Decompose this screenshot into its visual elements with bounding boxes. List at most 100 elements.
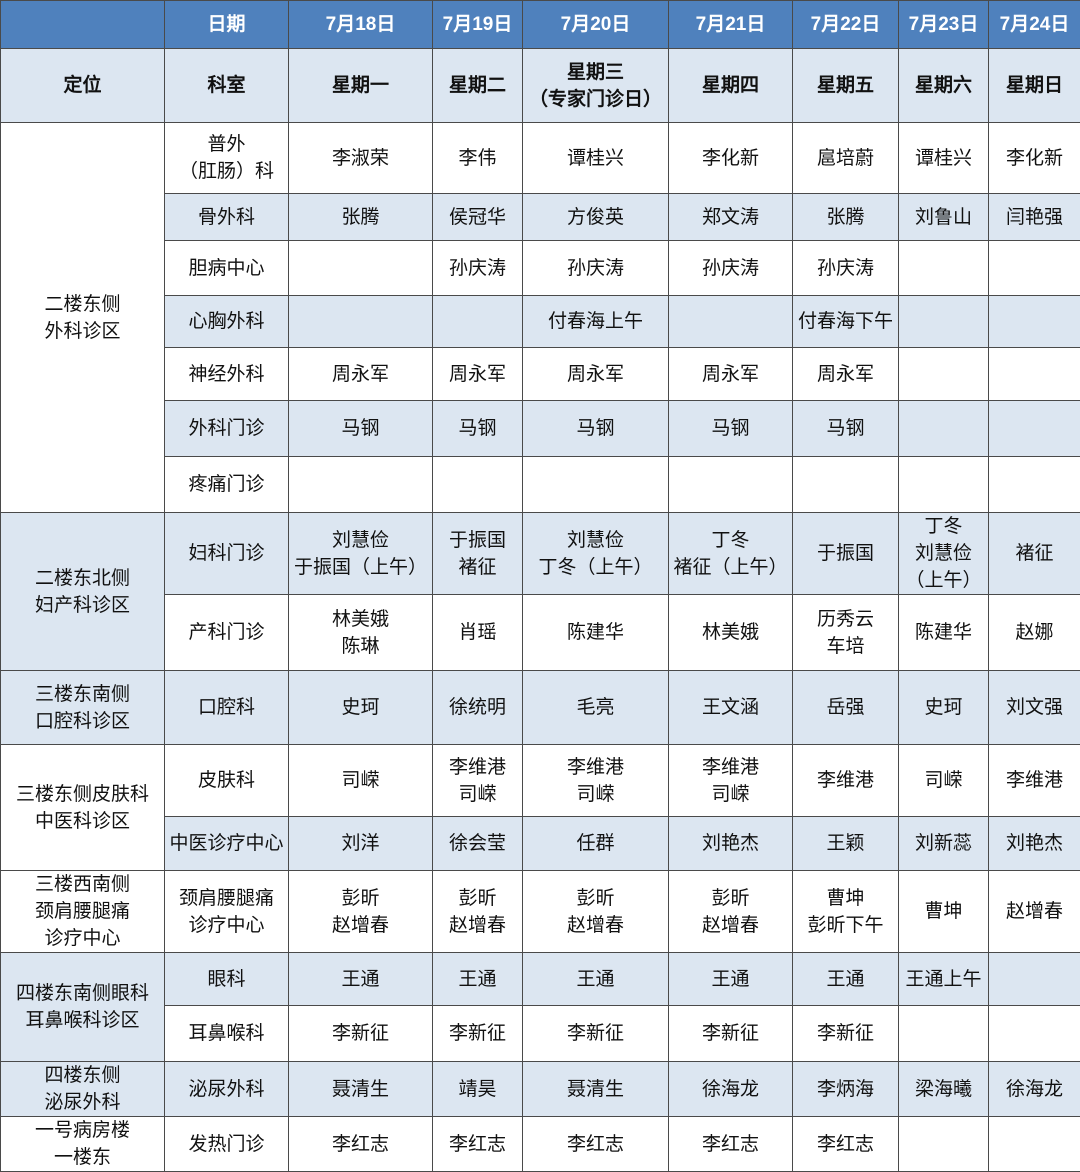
doctor-cell [989,457,1080,513]
doctor-cell: 聂清生 [523,1062,669,1117]
doctor-cell: 李红志 [523,1117,669,1172]
doctor-cell: 司嵘 [899,745,989,817]
doctor-cell: 周永军 [669,348,793,401]
doctor-cell: 马钢 [793,401,899,457]
weekday-cell: 星期二 [433,49,523,123]
doctor-cell: 张腾 [289,194,433,241]
date-cell: 7月21日 [669,1,793,49]
doctor-cell: 周永军 [289,348,433,401]
location-cell: 四楼东南侧眼科 耳鼻喉科诊区 [1,953,165,1062]
doctor-cell: 周永军 [793,348,899,401]
doctor-cell: 徐会莹 [433,817,523,871]
doctor-cell [989,401,1080,457]
doctor-cell: 张腾 [793,194,899,241]
doctor-cell: 赵娜 [989,595,1080,671]
doctor-cell: 李维港 司嵘 [433,745,523,817]
doctor-cell: 李新征 [523,1006,669,1062]
doctor-cell: 刘新蕊 [899,817,989,871]
doctor-cell: 李新征 [433,1006,523,1062]
doctor-cell [989,1006,1080,1062]
doctor-cell: 郑文涛 [669,194,793,241]
doctor-cell: 李炳海 [793,1062,899,1117]
doctor-cell: 李红志 [289,1117,433,1172]
location-cell: 二楼东北侧 妇产科诊区 [1,513,165,671]
doctor-cell [523,457,669,513]
location-cell: 一号病房楼 一楼东 [1,1117,165,1172]
doctor-cell: 于振国 褚征 [433,513,523,595]
doctor-cell [289,241,433,296]
department-cell: 产科门诊 [165,595,289,671]
doctor-cell: 孙庆涛 [669,241,793,296]
schedule-row: 三楼东侧皮肤科 中医科诊区皮肤科司嵘李维港 司嵘李维港 司嵘李维港 司嵘李维港司… [1,745,1080,817]
location-cell: 三楼东侧皮肤科 中医科诊区 [1,745,165,871]
doctor-cell: 付春海上午 [523,296,669,348]
date-header-row: 日期 7月18日 7月19日 7月20日 7月21日 7月22日 7月23日 7… [1,1,1080,49]
location-cell: 三楼西南侧 颈肩腰腿痛 诊疗中心 [1,871,165,953]
doctor-cell [989,348,1080,401]
doctor-cell: 曹坤 [899,871,989,953]
doctor-cell: 侯冠华 [433,194,523,241]
doctor-cell: 刘洋 [289,817,433,871]
doctor-cell [669,296,793,348]
doctor-cell: 闫艳强 [989,194,1080,241]
doctor-cell: 司嵘 [289,745,433,817]
date-label: 日期 [165,1,289,49]
department-cell: 泌尿外科 [165,1062,289,1117]
department-cell: 妇科门诊 [165,513,289,595]
date-cell: 7月20日 [523,1,669,49]
doctor-cell: 马钢 [669,401,793,457]
doctor-cell: 谭桂兴 [899,123,989,194]
weekday-cell: 星期三 （专家门诊日） [523,49,669,123]
doctor-cell: 林美娥 [669,595,793,671]
doctor-cell [989,241,1080,296]
doctor-cell: 马钢 [289,401,433,457]
schedule-row: 一号病房楼 一楼东发热门诊李红志李红志李红志李红志李红志 [1,1117,1080,1172]
doctor-cell: 周永军 [523,348,669,401]
doctor-cell: 林美娥 陈琳 [289,595,433,671]
schedule-row: 三楼东南侧 口腔科诊区口腔科史珂徐统明毛亮王文涵岳强史珂刘文强 [1,671,1080,745]
doctor-cell [989,953,1080,1006]
weekday-cell: 星期四 [669,49,793,123]
doctor-cell: 王通 [793,953,899,1006]
doctor-cell: 李化新 [669,123,793,194]
doctor-cell: 李红志 [793,1117,899,1172]
department-cell: 眼科 [165,953,289,1006]
doctor-cell: 彭昕 赵增春 [523,871,669,953]
location-label: 定位 [1,49,165,123]
date-cell: 7月18日 [289,1,433,49]
location-cell: 三楼东南侧 口腔科诊区 [1,671,165,745]
doctor-cell: 马钢 [433,401,523,457]
doctor-cell: 李维港 [989,745,1080,817]
doctor-cell: 丁冬 刘慧俭 （上午） [899,513,989,595]
doctor-cell [433,296,523,348]
date-cell: 7月23日 [899,1,989,49]
location-cell: 二楼东侧 外科诊区 [1,123,165,513]
doctor-cell [989,1117,1080,1172]
doctor-cell: 王文涵 [669,671,793,745]
doctor-cell: 任群 [523,817,669,871]
date-cell: 7月19日 [433,1,523,49]
doctor-cell: 毛亮 [523,671,669,745]
weekday-header-row: 定位 科室 星期一 星期二 星期三 （专家门诊日） 星期四 星期五 星期六 星期… [1,49,1080,123]
doctor-cell: 于振国 [793,513,899,595]
doctor-cell: 扈培蔚 [793,123,899,194]
doctor-cell: 徐海龙 [669,1062,793,1117]
weekday-cell: 星期一 [289,49,433,123]
doctor-cell: 刘慧俭 丁冬（上午） [523,513,669,595]
doctor-cell: 谭桂兴 [523,123,669,194]
doctor-cell: 王通 [523,953,669,1006]
department-cell: 口腔科 [165,671,289,745]
department-cell: 神经外科 [165,348,289,401]
doctor-cell: 刘鲁山 [899,194,989,241]
weekday-cell: 星期日 [989,49,1080,123]
doctor-cell: 陈建华 [899,595,989,671]
doctor-cell: 李淑荣 [289,123,433,194]
doctor-cell: 李维港 司嵘 [669,745,793,817]
doctor-cell: 彭昕 赵增春 [669,871,793,953]
department-cell: 颈肩腰腿痛 诊疗中心 [165,871,289,953]
schedule-row: 二楼东北侧 妇产科诊区妇科门诊刘慧俭 于振国（上午）于振国 褚征刘慧俭 丁冬（上… [1,513,1080,595]
location-cell: 四楼东侧 泌尿外科 [1,1062,165,1117]
doctor-cell: 陈建华 [523,595,669,671]
doctor-cell: 赵增春 [989,871,1080,953]
doctor-cell [899,1006,989,1062]
